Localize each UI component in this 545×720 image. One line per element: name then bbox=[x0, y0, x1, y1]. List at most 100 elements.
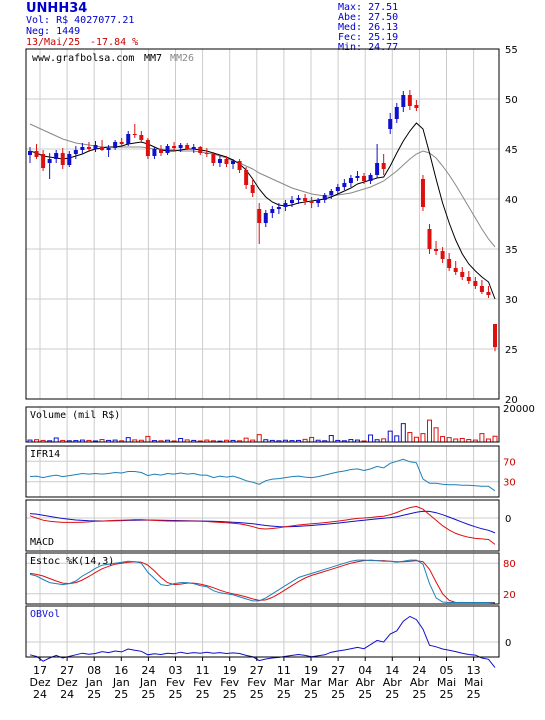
volume-bar bbox=[400, 423, 406, 443]
x-tick-label: Mai bbox=[437, 676, 456, 689]
price-tick-label: 55 bbox=[505, 45, 518, 56]
ifr-label: IFR14 bbox=[30, 449, 60, 460]
candle-body bbox=[178, 145, 183, 148]
x-tick-label: 25 bbox=[114, 688, 128, 701]
price-tick-label: 50 bbox=[505, 95, 518, 106]
x-tick-label: Abr bbox=[410, 676, 430, 689]
watermark: www.grafbolsa.com bbox=[32, 53, 134, 64]
candle-body bbox=[54, 153, 59, 159]
x-tick-label: 24 bbox=[33, 688, 47, 701]
x-tick-label: 24 bbox=[60, 688, 74, 701]
price-tick-label: 25 bbox=[505, 345, 518, 356]
volume-bar bbox=[492, 435, 498, 443]
x-tick-label: 13 bbox=[467, 664, 481, 677]
price-tick-label: 20 bbox=[505, 395, 518, 406]
volume-bar bbox=[479, 433, 485, 443]
x-tick-label: Mar bbox=[301, 676, 322, 689]
volume-text: Vol: R$ 4027077.21 bbox=[26, 15, 134, 26]
candle-body bbox=[185, 145, 190, 149]
ifr-line bbox=[29, 458, 496, 492]
candle-body bbox=[283, 203, 288, 207]
x-tick-label: 08 bbox=[87, 664, 101, 677]
candle-body bbox=[47, 159, 52, 163]
ifr-panel-frame bbox=[25, 445, 500, 498]
candle-body bbox=[270, 209, 275, 213]
candle-body bbox=[342, 183, 347, 187]
price-tick-label: 30 bbox=[505, 295, 518, 306]
candle-body bbox=[73, 150, 78, 154]
candle-body bbox=[329, 191, 334, 195]
x-tick-label: 25 bbox=[196, 688, 210, 701]
candle-body bbox=[440, 251, 445, 259]
x-tick-label: Fev bbox=[247, 676, 266, 689]
obv-line bbox=[29, 615, 496, 668]
volume-label: Volume (mil R$) bbox=[30, 410, 120, 421]
x-tick-label: 25 bbox=[277, 688, 291, 701]
candle-body bbox=[67, 154, 72, 165]
ifr-tick-label: 70 bbox=[503, 457, 516, 468]
x-tick-label: 24 bbox=[412, 664, 426, 677]
x-tick-label: 25 bbox=[304, 688, 318, 701]
volume-bar bbox=[145, 435, 151, 443]
candle-body bbox=[381, 163, 386, 169]
volume-bar bbox=[413, 436, 419, 443]
x-tick-label: Abr bbox=[383, 676, 403, 689]
x-tick-label: 25 bbox=[331, 688, 345, 701]
candle-body bbox=[158, 149, 163, 153]
candle-body bbox=[414, 105, 419, 108]
x-tick-label: Jan bbox=[139, 676, 157, 689]
volume-tick-label: 20000 bbox=[503, 404, 535, 415]
candle-body bbox=[132, 134, 137, 135]
x-tick-label: 16 bbox=[114, 664, 128, 677]
candle-body bbox=[263, 213, 268, 223]
candle-body bbox=[473, 281, 478, 286]
macd-line bbox=[29, 505, 496, 545]
candle-body bbox=[237, 161, 242, 170]
price-tick-label: 40 bbox=[505, 195, 518, 206]
volume-bar bbox=[427, 419, 433, 443]
x-tick-label: 14 bbox=[385, 664, 399, 677]
open-text: Abe: 27.50 bbox=[338, 12, 398, 23]
price-tick-label: 45 bbox=[505, 145, 518, 156]
candle-body bbox=[434, 249, 439, 251]
candle-body bbox=[198, 147, 203, 153]
volume-bar bbox=[53, 437, 59, 443]
candle-body bbox=[303, 198, 308, 201]
x-tick-label: 27 bbox=[250, 664, 264, 677]
candle-body bbox=[244, 170, 249, 185]
x-tick-label: 25 bbox=[87, 688, 101, 701]
volume-bar bbox=[459, 438, 465, 443]
volume-bar bbox=[446, 437, 452, 443]
candle-body bbox=[401, 95, 406, 107]
candle-body bbox=[86, 147, 91, 149]
volume-bar bbox=[256, 434, 262, 443]
candle-body bbox=[211, 154, 216, 163]
x-tick-label: 25 bbox=[250, 688, 264, 701]
candle-body bbox=[375, 163, 380, 175]
candle-body bbox=[296, 198, 301, 200]
x-tick-label: 04 bbox=[358, 664, 372, 677]
macd-signal-line bbox=[29, 510, 496, 534]
x-tick-label: Jan bbox=[85, 676, 103, 689]
volume-bar bbox=[125, 437, 131, 443]
candle-body bbox=[368, 175, 373, 181]
candle-body bbox=[172, 146, 177, 148]
trades-text: Neg: 1449 bbox=[26, 26, 80, 37]
candle-body bbox=[460, 272, 465, 277]
macd-panel-frame bbox=[25, 499, 500, 552]
candle-body bbox=[388, 119, 393, 129]
x-tick-label: 11 bbox=[277, 664, 291, 677]
volume-bar bbox=[394, 435, 400, 443]
x-tick-label: 27 bbox=[331, 664, 345, 677]
candle-body bbox=[309, 201, 314, 203]
candle-body bbox=[204, 153, 209, 154]
macd-tick-label: 0 bbox=[505, 514, 511, 525]
max-text: Max: 27.51 bbox=[338, 2, 398, 13]
x-tick-label: Abr bbox=[356, 676, 376, 689]
candle-body bbox=[217, 159, 222, 163]
x-tick-label: 25 bbox=[385, 688, 399, 701]
candle-body bbox=[139, 135, 144, 140]
x-tick-label: Jan bbox=[112, 676, 130, 689]
price-panel-frame bbox=[25, 48, 500, 400]
